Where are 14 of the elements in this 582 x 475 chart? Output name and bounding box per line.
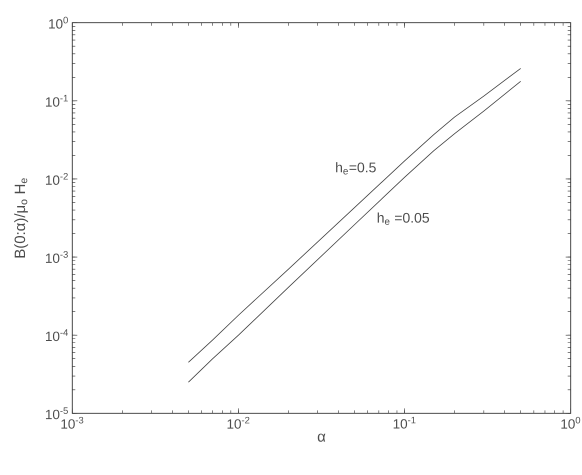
x-axis-title: α [318, 434, 326, 442]
x-tick-label: 10$^{-2}$ [228, 416, 250, 429]
y-tick-label: 10$^{0}$ [49, 16, 68, 29]
series-label: h$_{e}$=0.5 [336, 162, 376, 174]
y-axis-title: B(0:α)/μ$_{o}$ H$_{e}$ [14, 178, 28, 258]
y-tick-label: 10$^{-5}$ [46, 407, 68, 420]
x-tick-label: 10$^{0}$ [561, 416, 580, 429]
x-tick-label: 10$^{-1}$ [394, 416, 416, 429]
y-tick-label: 10$^{-4}$ [46, 329, 68, 342]
y-tick-label: 10$^{-3}$ [46, 251, 68, 264]
series-label: h$_{e}$ =0.05 [378, 212, 430, 225]
x-tick-label: 10$^{-3}$ [61, 416, 84, 429]
y-tick-label: 10$^{-1}$ [46, 94, 68, 107]
y-tick-label: 10$^{-2}$ [46, 172, 68, 185]
